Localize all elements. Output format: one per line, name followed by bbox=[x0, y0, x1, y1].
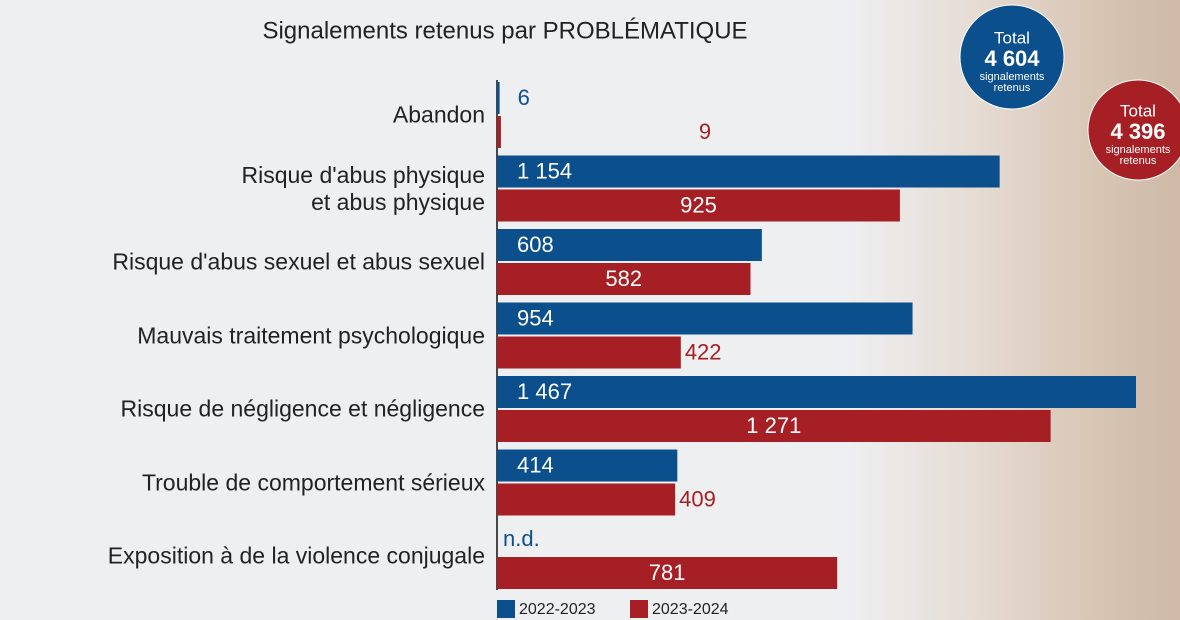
category-label: Abandon bbox=[5, 102, 485, 129]
legend-label: 2023-2024 bbox=[652, 601, 729, 618]
category-label: Risque d'abus sexuel et abus sexuel bbox=[5, 249, 485, 276]
page: Signalements retenus par PROBLÉMATIQUE 6… bbox=[0, 0, 1180, 620]
bar bbox=[497, 376, 1136, 408]
bar bbox=[497, 484, 675, 516]
total-caption: signalements retenus bbox=[1098, 145, 1178, 167]
category-label: Exposition à de la violence conjugale bbox=[5, 543, 485, 570]
value-label: 1 467 bbox=[517, 379, 572, 404]
value-label: 422 bbox=[685, 339, 722, 364]
total-caption-box: signalements retenus bbox=[1098, 145, 1178, 175]
value-label: 1 271 bbox=[746, 413, 801, 438]
category-label: Trouble de comportement sérieux bbox=[5, 469, 485, 496]
total-value: 4 396 bbox=[1110, 119, 1165, 144]
legend-label: 2022-2023 bbox=[519, 601, 596, 618]
value-label: 9 bbox=[699, 119, 711, 144]
bar bbox=[497, 82, 500, 114]
value-label: 925 bbox=[680, 192, 717, 217]
bar bbox=[497, 156, 1000, 188]
total-value: 4 604 bbox=[984, 46, 1040, 71]
chart-title: Signalements retenus par PROBLÉMATIQUE bbox=[262, 17, 747, 44]
value-label: 954 bbox=[517, 305, 554, 330]
category-label: Mauvais traitement psychologique bbox=[5, 322, 485, 349]
chart: Signalements retenus par PROBLÉMATIQUE 6… bbox=[0, 0, 1180, 620]
total-label: Total bbox=[994, 28, 1030, 47]
bar bbox=[497, 116, 501, 148]
bar bbox=[497, 303, 913, 335]
value-label: 608 bbox=[517, 232, 554, 257]
value-label: n.d. bbox=[503, 526, 540, 551]
total-caption-box: signalements retenus bbox=[972, 72, 1052, 102]
value-label: 409 bbox=[679, 486, 716, 511]
value-label: 6 bbox=[518, 85, 530, 110]
category-label: Risque d'abus physique et abus physique bbox=[5, 162, 485, 216]
value-label: 582 bbox=[605, 266, 642, 291]
value-label: 781 bbox=[649, 560, 686, 585]
total-label: Total bbox=[1120, 101, 1156, 120]
category-label: Risque de négligence et négligence bbox=[5, 396, 485, 423]
legend-swatch bbox=[630, 600, 648, 618]
value-label: 414 bbox=[517, 452, 554, 477]
bar bbox=[497, 337, 681, 369]
total-caption: signalements retenus bbox=[972, 72, 1052, 94]
legend-swatch bbox=[497, 600, 515, 618]
value-label: 1 154 bbox=[517, 158, 572, 183]
